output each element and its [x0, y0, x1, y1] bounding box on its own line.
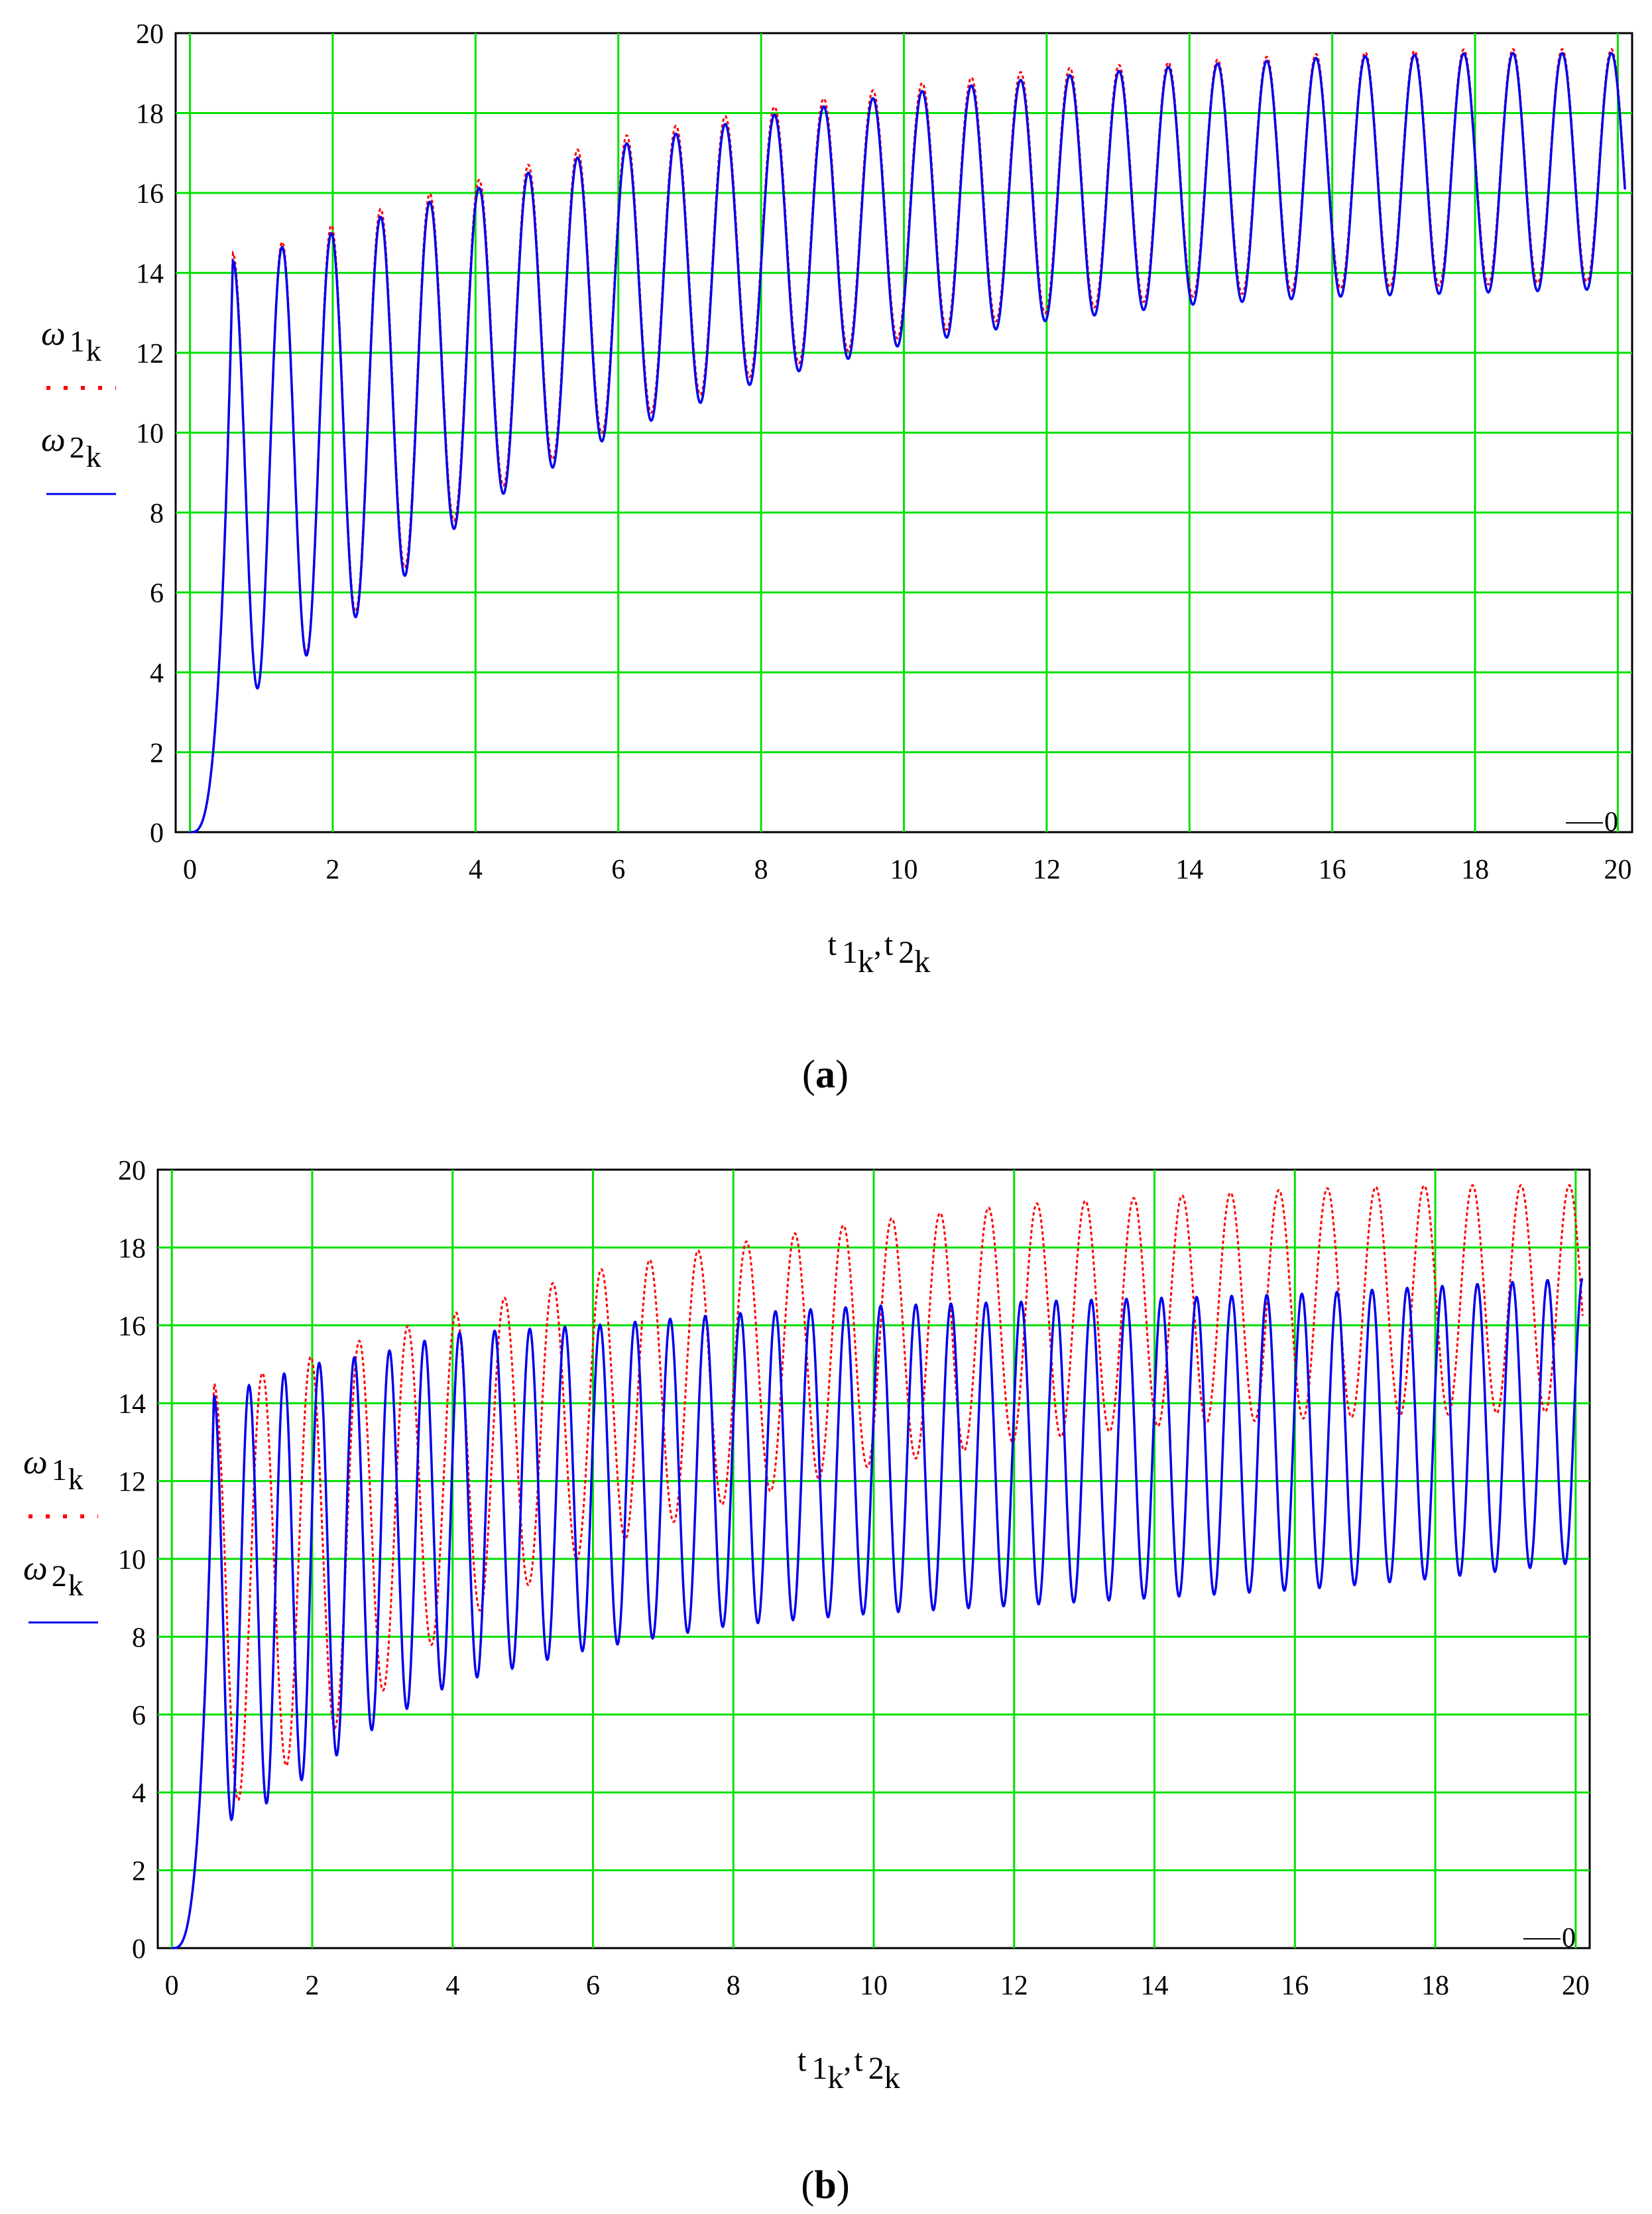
legend-label-ylabel_1: ω 1k — [23, 1444, 84, 1496]
x-axis-label-text: t 1k,t 2k — [797, 2043, 900, 2095]
panel-caption-a: (a) — [802, 1052, 849, 1096]
legend-label-ylabel_2: ω 2k — [23, 1550, 84, 1602]
y-tick-label-12: 12 — [136, 339, 164, 369]
x-axis-label-text: t 1k,t 2k — [828, 927, 931, 979]
x-tick-labels-a: 0 2 4 6 8 10 12 14 16 18 20 — [183, 855, 1631, 885]
legend-symbol-ylabel_1: ω — [23, 1444, 48, 1481]
x-tick-label-16: 16 — [1319, 855, 1346, 885]
series-a — [190, 48, 1626, 833]
y-tick-label-0: 0 — [132, 1934, 146, 1965]
y-tick-label-4: 4 — [150, 658, 164, 689]
y-tick-label-16: 16 — [118, 1312, 146, 1342]
y-tick-label-10: 10 — [136, 419, 164, 450]
y-tick-label-8: 8 — [132, 1623, 146, 1653]
x-axis-label-b: t 1k,t 2k — [797, 2043, 900, 2095]
x-tick-label-10: 10 — [860, 1971, 888, 2001]
x-tick-label-2: 2 — [305, 1971, 319, 2001]
x-label-subsub2: k — [914, 944, 930, 979]
legend-symbol-ylabel_2: ω — [41, 421, 66, 459]
x-label-sub1: 1 — [842, 935, 858, 970]
x-tick-label-20: 20 — [1604, 855, 1631, 885]
corner-zero-marker-b: 0 — [1562, 1923, 1576, 1953]
panel-caption-letter-b: b — [814, 2163, 836, 2207]
x-label-sep: , — [843, 2043, 851, 2078]
x-tick-label-2: 2 — [325, 855, 339, 885]
x-tick-label-0: 0 — [165, 1971, 179, 2001]
x-label-sub2: 2 — [868, 2051, 884, 2086]
x-tick-label-18: 18 — [1461, 855, 1489, 885]
x-tick-label-12: 12 — [1000, 1971, 1028, 2001]
legend-subsub-ylabel_1: k — [68, 1462, 84, 1496]
x-tick-label-6: 6 — [611, 855, 625, 885]
x-tick-label-18: 18 — [1421, 1971, 1449, 2001]
corner-zero-marker-a: 0 — [1604, 807, 1618, 837]
x-tick-labels-b: 0 2 4 6 8 10 12 14 16 18 20 — [165, 1971, 1590, 2001]
x-tick-label-8: 8 — [754, 855, 768, 885]
x-label-sub1: 1 — [811, 2051, 827, 2086]
x-label-sub2: 2 — [898, 935, 914, 970]
panel-caption-b: (b) — [801, 2163, 849, 2207]
legend-subsub-ylabel_2: k — [68, 1568, 84, 1602]
x-label-subsub1: k — [827, 2060, 843, 2095]
x-label-subsub2: k — [884, 2060, 900, 2095]
series-b — [172, 1184, 1584, 1949]
x-tick-label-14: 14 — [1175, 855, 1203, 885]
legend-subsub-ylabel_2: k — [86, 440, 101, 473]
x-label-t1: t — [828, 927, 837, 962]
x-tick-label-16: 16 — [1281, 1971, 1309, 2001]
x-tick-label-4: 4 — [469, 855, 483, 885]
x-label-t2: t — [854, 2043, 863, 2078]
y-tick-label-8: 8 — [150, 499, 164, 529]
y-tick-label-16: 16 — [136, 179, 164, 210]
series-line-omega2-a — [190, 52, 1626, 833]
x-tick-label-4: 4 — [445, 1971, 459, 2001]
legend-symbol-ylabel_1: ω — [41, 315, 66, 353]
x-tick-label-0: 0 — [183, 855, 197, 885]
y-tick-label-18: 18 — [118, 1233, 146, 1264]
legend-sub-ylabel_1: 1 — [70, 324, 85, 358]
y-tick-label-10: 10 — [118, 1545, 146, 1575]
legend-symbol-ylabel_2: ω — [23, 1550, 48, 1587]
legend-label-ylabel_1: ω 1k — [41, 315, 101, 367]
y-tick-label-0: 0 — [150, 818, 164, 849]
x-label-sep: , — [874, 927, 882, 962]
x-tick-label-8: 8 — [727, 1971, 740, 2001]
x-tick-label-20: 20 — [1562, 1971, 1590, 2001]
y-tick-label-6: 6 — [150, 579, 164, 609]
x-label-t2: t — [884, 927, 894, 962]
y-tick-labels-b: 0 2 4 6 8 10 12 14 16 18 20 — [118, 1156, 146, 1965]
y-tick-label-2: 2 — [132, 1857, 146, 1887]
y-tick-labels-a: 0 2 4 6 8 10 12 14 16 18 20 — [136, 19, 164, 849]
y-tick-label-18: 18 — [136, 99, 164, 130]
x-axis-label-a: t 1k,t 2k — [828, 927, 931, 979]
x-tick-label-14: 14 — [1141, 1971, 1169, 2001]
legend-subsub-ylabel_1: k — [86, 334, 101, 367]
legend-b: ω 1kω 2k — [23, 1444, 98, 1624]
x-label-t1: t — [797, 2043, 807, 2078]
y-tick-label-20: 20 — [136, 19, 164, 50]
legend-sub-ylabel_2: 2 — [52, 1559, 67, 1593]
y-tick-label-12: 12 — [118, 1467, 146, 1498]
y-tick-label-14: 14 — [136, 259, 164, 290]
x-tick-label-6: 6 — [586, 1971, 600, 2001]
legend-a: ω 1kω 2k — [41, 315, 116, 495]
legend-label-ylabel_2: ω 2k — [41, 421, 101, 473]
panel-caption-letter-a: a — [815, 1052, 835, 1096]
legend-sub-ylabel_1: 1 — [52, 1453, 67, 1487]
legend-sub-ylabel_2: 2 — [70, 430, 85, 464]
y-tick-label-14: 14 — [118, 1389, 146, 1420]
series-line-omega2-b — [172, 1278, 1584, 1949]
series-line-omega1-b — [172, 1184, 1584, 1949]
y-tick-label-4: 4 — [132, 1778, 146, 1809]
y-tick-label-6: 6 — [132, 1701, 146, 1731]
x-tick-label-10: 10 — [890, 855, 918, 885]
y-tick-label-20: 20 — [118, 1156, 146, 1186]
x-label-subsub1: k — [858, 944, 874, 979]
x-tick-label-12: 12 — [1033, 855, 1061, 885]
y-tick-label-2: 2 — [150, 739, 164, 769]
